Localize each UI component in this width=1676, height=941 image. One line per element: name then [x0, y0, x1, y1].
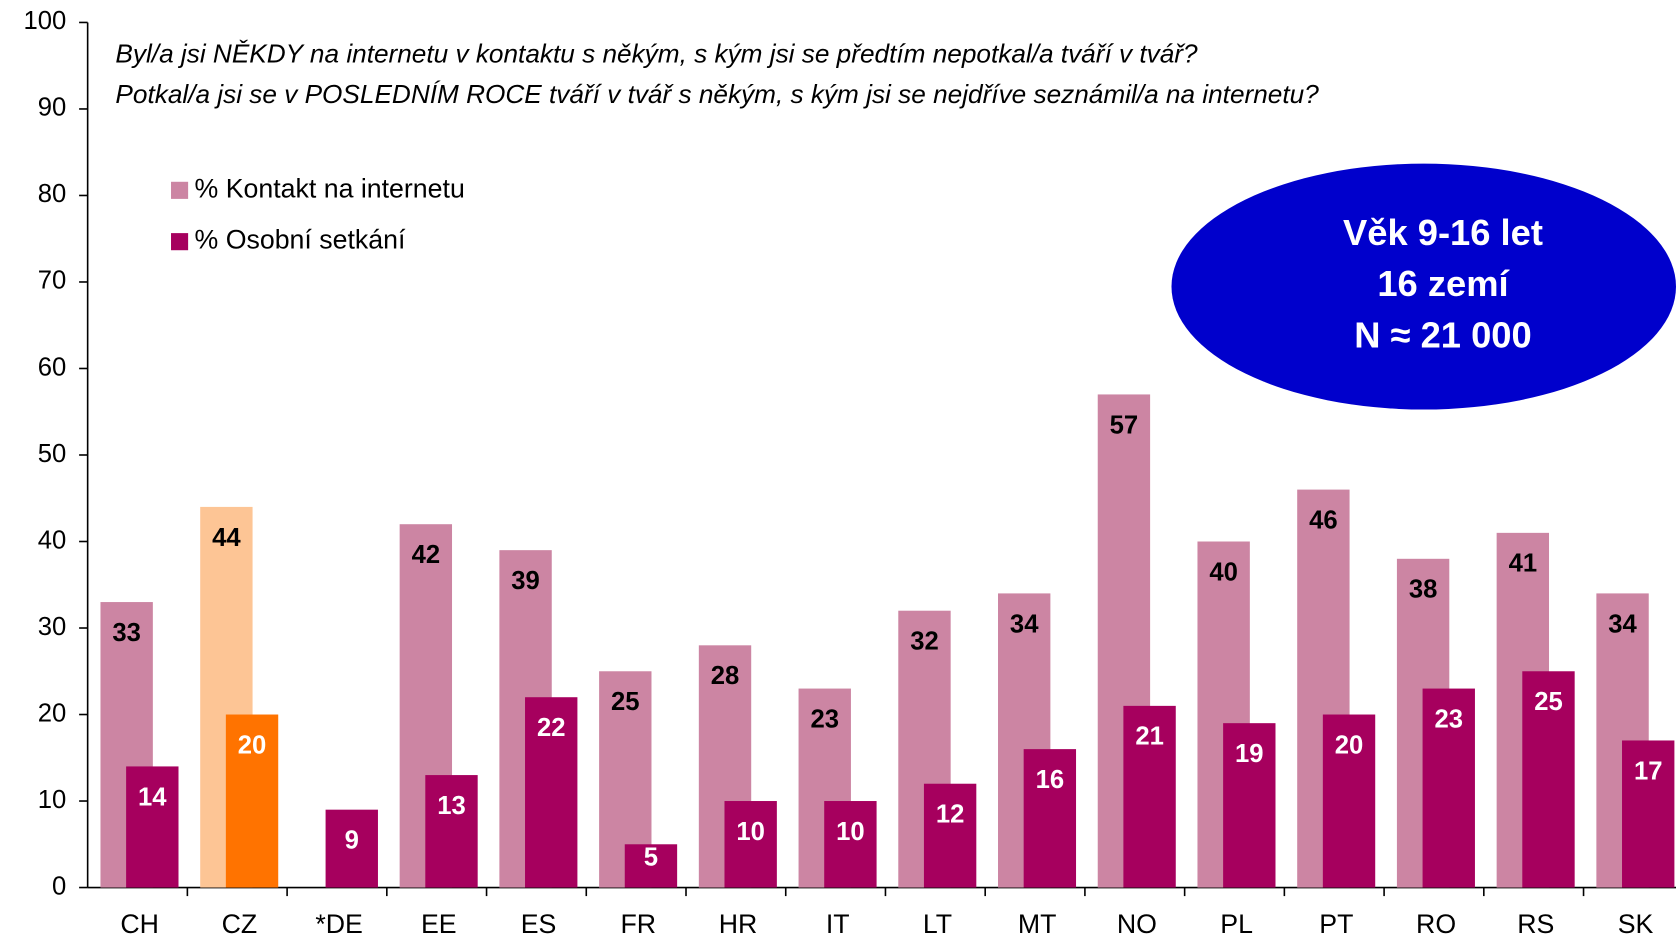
x-tick-label: HR [719, 909, 758, 939]
bar [126, 766, 179, 888]
value-label: 41 [1509, 550, 1538, 578]
value-label: 10 [736, 818, 765, 846]
value-label: 44 [212, 524, 241, 552]
y-tick-label: 0 [52, 872, 66, 900]
x-tick-label: LT [923, 909, 952, 939]
value-label: 13 [437, 792, 466, 820]
value-label: 32 [910, 628, 939, 656]
bar [724, 801, 777, 888]
bar [923, 783, 977, 888]
bar [1322, 714, 1376, 888]
bar [1023, 749, 1077, 888]
x-tick-label: PT [1319, 909, 1353, 939]
value-label: 34 [1010, 610, 1039, 638]
y-tick-label: 40 [38, 526, 67, 554]
y-tick-label: 10 [38, 786, 67, 814]
y-tick-label: 90 [38, 94, 67, 122]
x-tick-label: PL [1220, 909, 1253, 939]
value-label: 23 [1434, 705, 1463, 733]
annotation-line: Věk 9-16 let [1343, 212, 1543, 253]
title-line: Byl/a jsi NĚKDY na internetu v kontaktu … [115, 39, 1198, 69]
x-tick-label: CH [120, 909, 159, 939]
bar [525, 697, 578, 888]
value-label: 14 [138, 783, 167, 811]
bar [1223, 723, 1276, 888]
value-label: 20 [1335, 731, 1364, 759]
bar [1422, 688, 1475, 888]
y-tick-label: 80 [38, 180, 67, 208]
value-label: 46 [1309, 506, 1338, 534]
bar [624, 844, 678, 888]
bar [1123, 705, 1176, 888]
value-label: 25 [1534, 688, 1563, 716]
annotation-line: N ≈ 21 000 [1354, 314, 1531, 355]
bar [1622, 740, 1675, 888]
value-label: 9 [345, 827, 359, 855]
x-tick-label: MT [1018, 909, 1057, 939]
value-label: 23 [810, 705, 839, 733]
value-label: 19 [1235, 740, 1264, 768]
legend-swatch [171, 181, 189, 199]
value-label: 21 [1135, 723, 1164, 751]
x-tick-label: FR [620, 909, 656, 939]
value-label: 17 [1634, 757, 1663, 785]
value-label: 39 [511, 567, 540, 595]
x-tick-label: CZ [222, 909, 258, 939]
y-tick-label: 100 [23, 7, 66, 35]
x-tick-label: RO [1416, 909, 1456, 939]
y-tick-label: 60 [38, 353, 67, 381]
annotation-line: 16 zemí [1377, 263, 1510, 304]
value-label: 28 [711, 662, 740, 690]
value-label: 16 [1036, 766, 1065, 794]
y-tick-label: 70 [38, 267, 67, 295]
x-tick-label: *DE [315, 909, 363, 939]
bar [225, 714, 279, 888]
value-label: 33 [112, 619, 141, 647]
value-label: 38 [1409, 576, 1438, 604]
value-label: 34 [1608, 610, 1637, 638]
value-label: 5 [644, 843, 658, 871]
bar [425, 775, 478, 888]
value-label: 57 [1110, 411, 1139, 439]
value-label: 25 [611, 688, 640, 716]
bar [824, 801, 877, 888]
y-tick-label: 50 [38, 440, 67, 468]
x-tick-label: NO [1117, 909, 1157, 939]
value-label: 22 [537, 714, 566, 742]
legend-label: % Kontakt na internetu [195, 173, 465, 203]
annotation-ellipse [1171, 163, 1676, 410]
value-label: 10 [836, 818, 865, 846]
legend-swatch [171, 233, 189, 251]
y-tick-label: 20 [38, 699, 67, 727]
value-label: 12 [936, 801, 965, 829]
value-label: 40 [1209, 558, 1238, 586]
value-label: 20 [238, 731, 267, 759]
title-line: Potkal/a jsi se v POSLEDNÍM ROCE tváří v… [115, 79, 1319, 109]
legend-label: % Osobní setkání [195, 225, 406, 255]
x-tick-label: EE [421, 909, 457, 939]
bar [325, 809, 378, 888]
y-tick-label: 30 [38, 613, 67, 641]
x-tick-label: ES [521, 909, 557, 939]
value-label: 42 [412, 541, 441, 569]
x-tick-label: RS [1517, 909, 1554, 939]
bar [1522, 671, 1575, 888]
x-tick-label: IT [826, 909, 850, 939]
x-tick-label: SK [1618, 909, 1654, 939]
